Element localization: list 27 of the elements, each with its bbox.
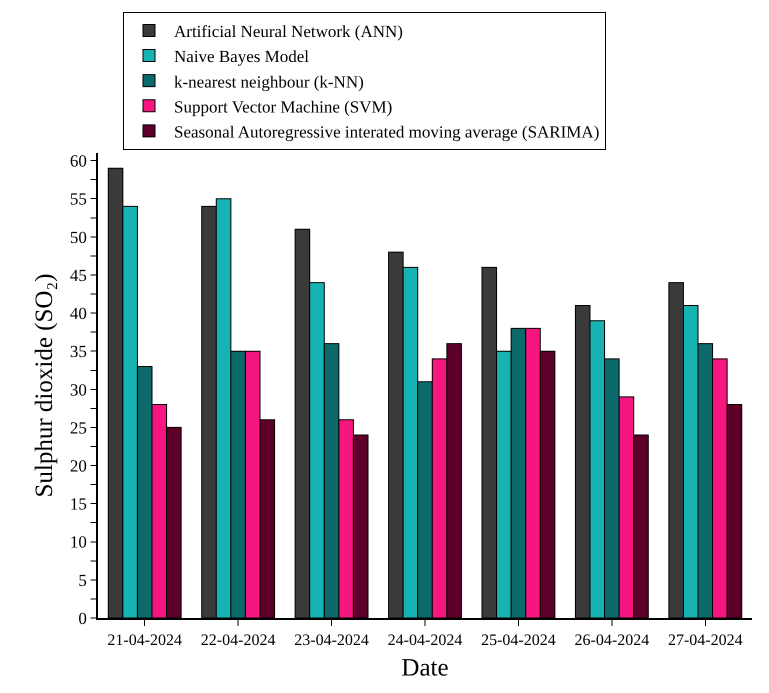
y-axis-title: Sulphur dioxide (SO₂) — [31, 274, 58, 498]
x-tick-label: 23-04-2024 — [294, 632, 369, 649]
legend-label: k-nearest neighbour (k-NN) — [174, 72, 364, 92]
y-tick-label: 5 — [78, 570, 87, 590]
y-tick-label: 30 — [70, 380, 87, 400]
legend-label: Seasonal Autoregressive interated moving average (SARIMA) — [174, 122, 600, 142]
legend-label: Artificial Neural Network (ANN) — [174, 22, 403, 42]
y-tick-label: 25 — [70, 418, 87, 438]
legend-label: Support Vector Machine (SVM) — [174, 97, 392, 116]
x-tick-label: 26-04-2024 — [574, 632, 650, 649]
y-tick-label: 50 — [70, 228, 87, 247]
y-tick-label: 10 — [70, 532, 87, 552]
y-tick-label: 60 — [70, 152, 87, 171]
y-tick-label: 0 — [78, 608, 87, 628]
legend-label: Naive Bayes Model — [174, 47, 310, 66]
x-tick-label: 22-04-2024 — [200, 632, 276, 649]
x-tick-label: 21-04-2024 — [107, 632, 182, 649]
x-axis-title: Date — [401, 654, 449, 682]
y-tick-label: 20 — [70, 456, 87, 476]
y-tick-label: 15 — [70, 494, 87, 514]
y-tick-label: 45 — [70, 266, 87, 285]
y-tick-label: 55 — [70, 190, 87, 209]
y-tick-label: 35 — [70, 342, 87, 362]
x-tick-label: 27-04-2024 — [668, 632, 743, 649]
x-tick-label: 24-04-2024 — [388, 632, 462, 649]
x-tick-label: 25-04-2024 — [481, 632, 556, 649]
y-tick-label: 40 — [70, 304, 87, 324]
